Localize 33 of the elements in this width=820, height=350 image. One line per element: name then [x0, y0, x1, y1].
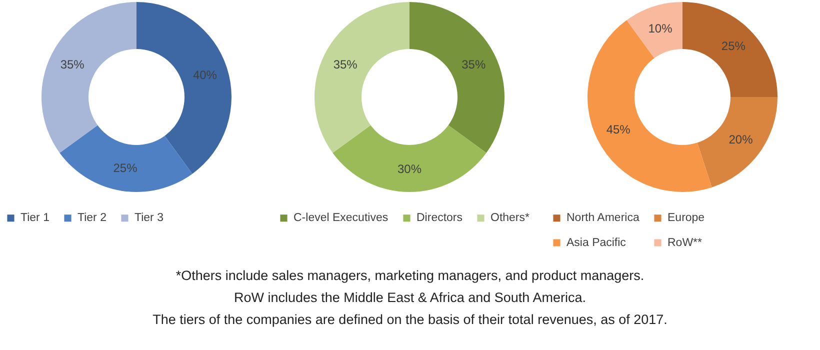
donut-slice — [60, 125, 192, 192]
donut-slice — [682, 2, 778, 97]
data-label: 30% — [397, 162, 422, 176]
data-label: 35% — [333, 57, 358, 72]
data-label: 25% — [721, 39, 746, 54]
data-label: 20% — [728, 132, 754, 146]
legend-label: North America — [566, 212, 640, 224]
legend-label: Tier 1 — [20, 212, 50, 224]
text: *Others include sales managers, marketing managers, and product managers. — [176, 268, 644, 283]
donut-slice — [697, 97, 778, 188]
legend-label: C-level Executives — [294, 212, 388, 224]
data-label: 25% — [113, 161, 138, 176]
donut-slice — [42, 2, 136, 153]
legend-label: Directors — [416, 212, 463, 224]
legend-label: Tier 3 — [134, 212, 164, 224]
data-label: 40% — [192, 68, 218, 82]
donut-slice — [136, 2, 232, 174]
text: RoW includes the Middle East & Africa and South America. — [234, 290, 586, 305]
donut-slice — [588, 20, 712, 192]
data-label: 10% — [648, 22, 673, 36]
legend-label: RoW** — [668, 236, 703, 249]
data-label: 45% — [606, 122, 631, 137]
legend-label: Others* — [490, 212, 530, 224]
legend-label: Tier 2 — [78, 212, 106, 224]
donut-slice — [314, 2, 410, 153]
donut-slice — [332, 125, 486, 192]
text: The tiers of the companies are defined on the basis of their total revenues, as of 2017. — [152, 312, 668, 327]
legend-label: Europe — [668, 212, 705, 224]
donut-slice — [410, 2, 504, 153]
data-label: 35% — [60, 57, 85, 72]
legend-label: Asia Pacific — [566, 236, 626, 249]
data-label: 35% — [462, 57, 486, 72]
donut-slice — [626, 2, 682, 58]
